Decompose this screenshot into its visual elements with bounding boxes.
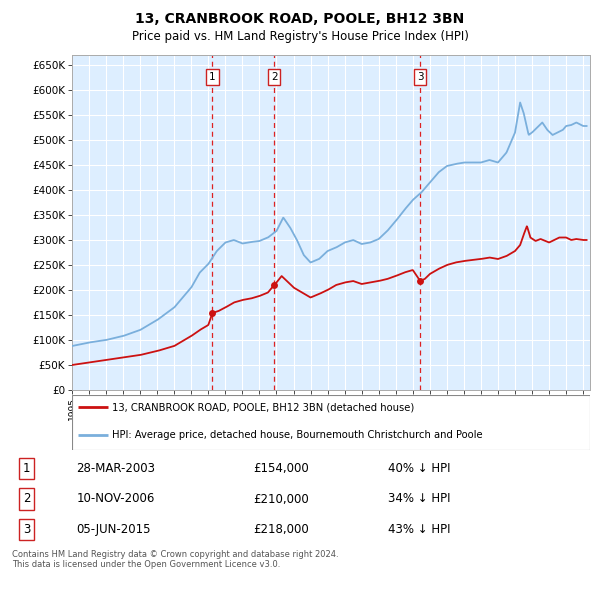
Text: Contains HM Land Registry data © Crown copyright and database right 2024.
This d: Contains HM Land Registry data © Crown c… — [12, 550, 338, 569]
Text: 3: 3 — [417, 72, 424, 82]
Text: HPI: Average price, detached house, Bournemouth Christchurch and Poole: HPI: Average price, detached house, Bour… — [112, 430, 483, 440]
Text: £210,000: £210,000 — [253, 493, 309, 506]
Text: 43% ↓ HPI: 43% ↓ HPI — [388, 523, 451, 536]
Text: Price paid vs. HM Land Registry's House Price Index (HPI): Price paid vs. HM Land Registry's House … — [131, 30, 469, 43]
Text: 2: 2 — [23, 493, 31, 506]
Text: 34% ↓ HPI: 34% ↓ HPI — [388, 493, 451, 506]
Text: 13, CRANBROOK ROAD, POOLE, BH12 3BN (detached house): 13, CRANBROOK ROAD, POOLE, BH12 3BN (det… — [112, 402, 415, 412]
Text: 05-JUN-2015: 05-JUN-2015 — [77, 523, 151, 536]
Text: £154,000: £154,000 — [253, 462, 309, 475]
Text: 28-MAR-2003: 28-MAR-2003 — [77, 462, 155, 475]
Text: £218,000: £218,000 — [253, 523, 309, 536]
Text: 1: 1 — [209, 72, 216, 82]
Text: 10-NOV-2006: 10-NOV-2006 — [77, 493, 155, 506]
Text: 1: 1 — [23, 462, 31, 475]
Text: 3: 3 — [23, 523, 30, 536]
Text: 13, CRANBROOK ROAD, POOLE, BH12 3BN: 13, CRANBROOK ROAD, POOLE, BH12 3BN — [136, 12, 464, 26]
Text: 2: 2 — [271, 72, 277, 82]
Text: 40% ↓ HPI: 40% ↓ HPI — [388, 462, 451, 475]
